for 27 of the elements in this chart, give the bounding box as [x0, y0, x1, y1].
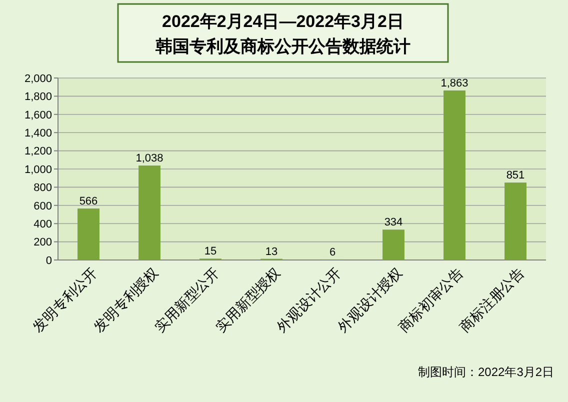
y-tick-label: 800: [34, 182, 52, 194]
chart-title: 2022年2月24日—2022年3月2日: [162, 12, 404, 31]
data-label: 15: [204, 246, 217, 258]
data-label: 566: [79, 195, 98, 208]
bar: [78, 208, 100, 260]
y-tick-label: 400: [34, 218, 52, 230]
y-tick-label: 0: [46, 254, 52, 267]
y-tick-label: 1,600: [24, 109, 52, 122]
data-label: 1,038: [136, 152, 164, 165]
y-tick-label: 1,000: [24, 164, 52, 176]
text: 制图时间：2022年3月2日: [418, 365, 554, 379]
data-label: 851: [506, 170, 525, 182]
chart-subtitle: 韩国专利及商标公开公告数据统计: [154, 37, 410, 56]
bar: [382, 230, 404, 260]
y-tick-label: 1,200: [24, 146, 52, 158]
y-tick-label: 200: [34, 236, 52, 249]
data-label: 6: [329, 246, 336, 258]
data-label: 334: [384, 216, 403, 229]
y-tick-label: 1,400: [24, 127, 52, 140]
data-label: 1,863: [440, 77, 468, 90]
y-tick-label: 600: [34, 200, 52, 212]
data-label: 13: [265, 246, 278, 258]
y-tick-label: 2,000: [24, 72, 52, 85]
y-tick-label: 1,800: [24, 91, 52, 104]
bar: [138, 166, 160, 260]
bar: [444, 90, 466, 260]
bar: [504, 182, 526, 260]
